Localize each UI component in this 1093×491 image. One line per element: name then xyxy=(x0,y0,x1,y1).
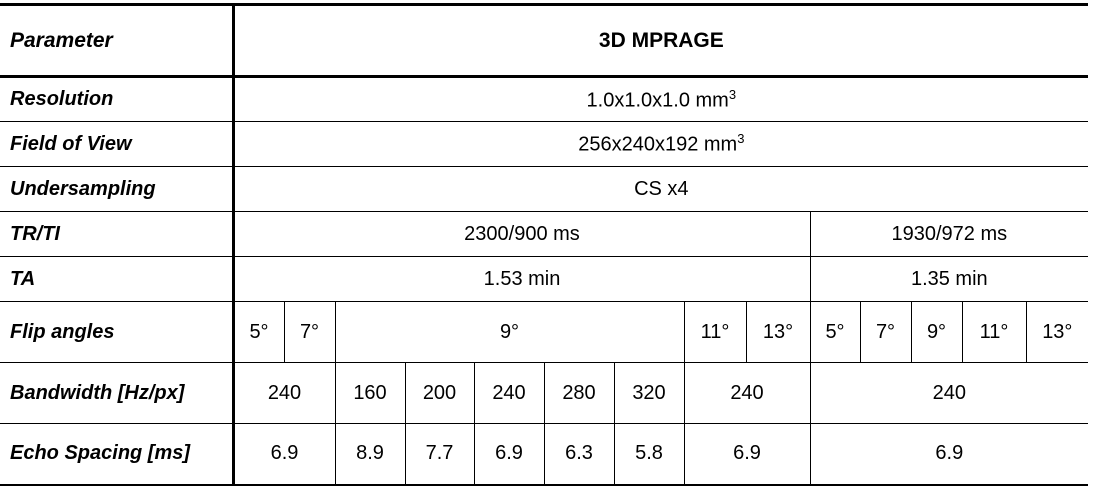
cell: 1.0x1.0x1.0 mm3 xyxy=(232,76,1089,122)
cell: 7.7 xyxy=(404,423,475,486)
row-label: TR/TI xyxy=(0,211,235,257)
cell: 11° xyxy=(683,301,747,363)
cell: CS x4 xyxy=(232,166,1089,212)
cell: 1.53 min xyxy=(232,256,811,302)
cell: 5° xyxy=(809,301,861,363)
cell: 13° xyxy=(1025,301,1089,363)
cell: 7° xyxy=(859,301,912,363)
row-label: Flip angles xyxy=(0,301,235,363)
cell: 6.9 xyxy=(232,423,336,486)
row: TA 1.53 min 1.35 min xyxy=(0,256,1089,302)
row-label: Echo Spacing [ms] xyxy=(0,423,235,486)
parameter-table: Parameter 3D MPRAGE Resolution 1.0x1.0x1… xyxy=(0,3,1089,486)
cell: 240 xyxy=(809,362,1089,424)
row-label: Bandwidth [Hz/px] xyxy=(0,362,235,424)
cell: 256x240x192 mm3 xyxy=(232,121,1089,167)
cell: 1930/972 ms xyxy=(809,211,1089,257)
cell: 9° xyxy=(910,301,963,363)
cell: 6.9 xyxy=(473,423,545,486)
cell: 240 xyxy=(683,362,811,424)
cell: 2300/900 ms xyxy=(232,211,811,257)
row: Resolution 1.0x1.0x1.0 mm3 xyxy=(0,76,1089,122)
header-row: Parameter 3D MPRAGE xyxy=(0,3,1089,78)
cell: 240 xyxy=(232,362,336,424)
superscript: 3 xyxy=(737,131,745,147)
cell: 320 xyxy=(613,362,685,424)
cell: 240 xyxy=(473,362,545,424)
row-label: Field of View xyxy=(0,121,235,167)
cell-text: 1.0x1.0x1.0 mm xyxy=(586,89,729,112)
row-label: TA xyxy=(0,256,235,302)
row: Field of View 256x240x192 mm3 xyxy=(0,121,1089,167)
cell: 200 xyxy=(404,362,475,424)
cell: 280 xyxy=(543,362,615,424)
header-cell: Parameter xyxy=(0,3,235,78)
row: Flip angles 5° 7° 9° 11° 13° 5° 7° 9° 11… xyxy=(0,301,1089,363)
cell: 8.9 xyxy=(334,423,406,486)
cell: 11° xyxy=(961,301,1027,363)
cell: 6.9 xyxy=(809,423,1089,486)
cell: 6.9 xyxy=(683,423,811,486)
cell: 5.8 xyxy=(613,423,685,486)
cell: 7° xyxy=(283,301,336,363)
header-cell: 3D MPRAGE xyxy=(232,3,1089,78)
cell: 160 xyxy=(334,362,406,424)
cell-text: 256x240x192 mm xyxy=(578,133,738,156)
cell: 5° xyxy=(232,301,285,363)
cell: 13° xyxy=(745,301,811,363)
superscript: 3 xyxy=(728,86,737,102)
row: TR/TI 2300/900 ms 1930/972 ms xyxy=(0,211,1089,257)
cell: 6.3 xyxy=(543,423,615,486)
page: {"table": { "header": ["Parameter", "3D … xyxy=(0,3,1093,491)
row-label: Undersampling xyxy=(0,166,235,212)
cell: 1.35 min xyxy=(809,256,1089,302)
row: Undersampling CS x4 xyxy=(0,166,1089,212)
row: Bandwidth [Hz/px] 240 160 200 240 280 32… xyxy=(0,362,1089,424)
row: Echo Spacing [ms] 6.9 8.9 7.7 6.9 6.3 5.… xyxy=(0,423,1089,486)
row-label: Resolution xyxy=(0,76,235,122)
cell: 9° xyxy=(334,301,685,363)
